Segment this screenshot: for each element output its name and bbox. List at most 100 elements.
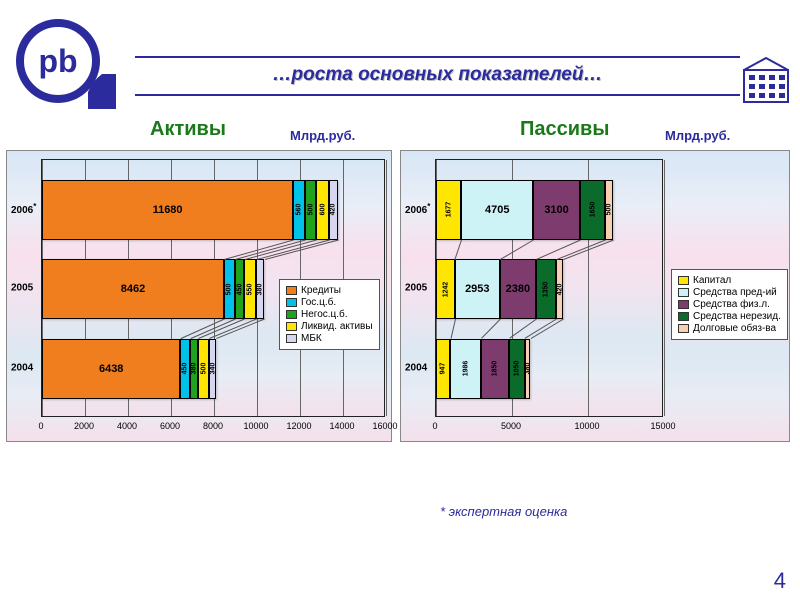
- connector: [481, 319, 501, 339]
- seg-value: 6438: [99, 363, 123, 375]
- bar-segment: 500: [605, 180, 613, 240]
- bar-segment: 6438: [42, 339, 180, 399]
- seg-value: 1350: [543, 281, 550, 297]
- legend-item: Кредиты: [286, 285, 373, 296]
- bar-segment: 2953: [455, 259, 500, 319]
- bar-segment: 420: [329, 180, 338, 240]
- legend-label: Кредиты: [301, 285, 341, 296]
- plot-area: 16774705 3100 1650 500 1242 2953 2380 1350 420 94…: [435, 159, 663, 417]
- svg-text:pb: pb: [38, 43, 77, 79]
- year-label: 2004: [405, 362, 427, 373]
- connector: [450, 319, 455, 339]
- bar-segment: 380: [256, 259, 264, 319]
- bar-segment: 4705: [461, 180, 533, 240]
- year-label: 2006*: [11, 201, 36, 215]
- bar-segment: 1050: [509, 339, 525, 399]
- assets-chart: 1168056050060042084625004505503806438450…: [6, 150, 392, 442]
- legend-swatch: [286, 286, 297, 295]
- page-title: …роста основных показателей…: [273, 64, 603, 85]
- x-tick: 0: [432, 421, 437, 431]
- x-tick: 12000: [286, 421, 311, 431]
- bar-segment: 1242: [436, 259, 455, 319]
- liabs-chart: 16774705 3100 1650 500 1242 2953 2380 1350 420 94…: [400, 150, 790, 442]
- connector: [531, 319, 564, 339]
- seg-value: 600: [319, 204, 326, 216]
- seg-value: 450: [182, 363, 189, 375]
- seg-value: 380: [191, 363, 198, 375]
- legend-label: Долговые обяз-ва: [693, 323, 776, 334]
- bar-segment: 500: [198, 339, 209, 399]
- seg-value: 2953: [465, 283, 489, 295]
- connector: [265, 239, 339, 259]
- x-tick: 4000: [117, 421, 137, 431]
- bar-segment: 11680: [42, 180, 293, 240]
- assets-unit: Млрд.руб.: [290, 128, 355, 143]
- connector: [536, 239, 581, 259]
- page-number: 4: [774, 568, 786, 594]
- seg-value: 560: [296, 204, 303, 216]
- legend-label: Средства пред-ий: [693, 287, 777, 298]
- bar-segment: 380: [190, 339, 198, 399]
- x-tick: 0: [38, 421, 43, 431]
- legend-swatch: [286, 334, 297, 343]
- bar-segment: 600: [316, 180, 329, 240]
- seg-value: 1850: [491, 361, 498, 377]
- logo-icon: pb: [10, 14, 120, 109]
- assets-title: Активы: [150, 118, 226, 141]
- seg-value: 380: [524, 363, 531, 375]
- bar-segment: 8462: [42, 259, 224, 319]
- seg-value: 1650: [589, 202, 596, 218]
- bar-segment: 500: [305, 180, 316, 240]
- year-label: 2006*: [405, 201, 430, 215]
- legend-item: Средства нерезид.: [678, 311, 781, 322]
- bar-segment: 380: [525, 339, 531, 399]
- legend-label: Гос.ц.б.: [301, 297, 336, 308]
- seg-value: 340: [209, 363, 216, 375]
- bar-segment: 420: [556, 259, 562, 319]
- connector: [455, 239, 463, 259]
- legend-swatch: [678, 324, 689, 333]
- x-tick: 15000: [650, 421, 675, 431]
- seg-value: 500: [307, 204, 314, 216]
- bar-segment: 1850: [481, 339, 509, 399]
- year-label: 2005: [405, 283, 427, 294]
- legend-swatch: [678, 312, 689, 321]
- bar-segment: 340: [209, 339, 216, 399]
- legend-swatch: [678, 276, 689, 285]
- connector: [557, 239, 606, 259]
- x-tick: 14000: [329, 421, 354, 431]
- gridline: [664, 160, 665, 416]
- seg-value: 500: [606, 204, 613, 216]
- seg-value: 500: [226, 283, 233, 295]
- legend-item: Долговые обяз-ва: [678, 323, 781, 334]
- legend-swatch: [286, 322, 297, 331]
- seg-value: 1242: [442, 281, 449, 297]
- connector: [500, 239, 534, 259]
- legend-label: Ликвид. активы: [301, 321, 373, 332]
- legend-label: Негос.ц.б.: [301, 309, 348, 320]
- bar-segment: 2380: [500, 259, 536, 319]
- legend-label: Капитал: [693, 275, 731, 286]
- seg-value: 11680: [153, 204, 183, 216]
- building-icon: [742, 56, 790, 104]
- bar-segment: 1677: [436, 180, 461, 240]
- legend-swatch: [678, 288, 689, 297]
- seg-value: 500: [200, 363, 207, 375]
- bar-segment: 560: [293, 180, 305, 240]
- legend-label: Средства нерезид.: [693, 311, 781, 322]
- legend-item: Средства пред-ий: [678, 287, 781, 298]
- legend-item: Негос.ц.б.: [286, 309, 373, 320]
- legend-item: МБК: [286, 333, 373, 344]
- seg-value: 947: [440, 363, 447, 375]
- legend-swatch: [286, 298, 297, 307]
- legend-label: Средства физ.л.: [693, 299, 770, 310]
- seg-value: 380: [257, 283, 264, 295]
- legend-item: Капитал: [678, 275, 781, 286]
- legend: КредитыГос.ц.б.Негос.ц.б.Ликвид. активыМ…: [279, 279, 380, 350]
- x-tick: 10000: [574, 421, 599, 431]
- seg-value: 420: [330, 204, 337, 216]
- legend-item: Ликвид. активы: [286, 321, 373, 332]
- seg-value: 3100: [544, 204, 568, 216]
- bar-segment: 1350: [536, 259, 557, 319]
- bar-segment: 1650: [580, 180, 605, 240]
